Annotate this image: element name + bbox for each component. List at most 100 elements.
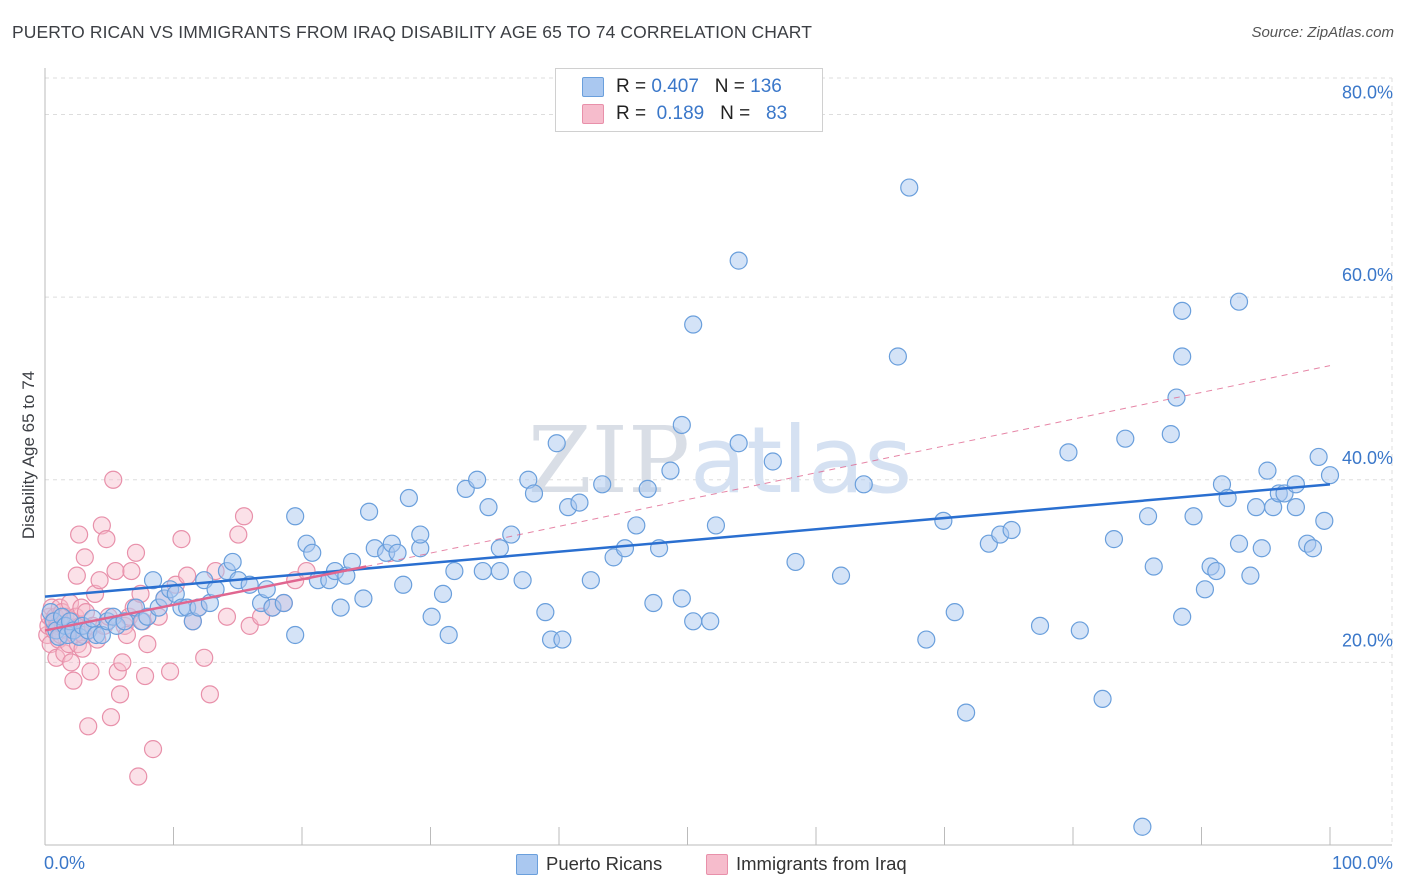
point-puerto-rican [1303,539,1323,558]
point-puerto-rican [1002,520,1021,540]
watermark-atlas: atlas [690,407,912,514]
point-iraq [129,767,148,786]
legend-swatch-blue [582,77,604,97]
correlation-legend: R = 0.407 N = 136 R = 0.189 N = 83 [555,68,823,132]
point-puerto-rican [763,452,782,471]
point-iraq [64,671,83,690]
point-puerto-rican [303,543,322,562]
point-puerto-rican [684,612,703,631]
point-puerto-rican [286,625,305,645]
point-puerto-rican [479,498,498,517]
point-puerto-rican [1315,511,1334,530]
point-puerto-rican [1184,507,1203,526]
point-iraq [178,566,197,585]
legend-swatch-pink [582,104,604,124]
point-puerto-rican [1207,561,1226,581]
x-tick-label-max: 100.0% [1332,853,1393,873]
point-iraq [104,470,123,489]
point-puerto-rican [593,475,612,494]
y-tick-label: 20.0% [1342,630,1393,650]
point-puerto-rican [615,539,635,558]
point-iraq [106,561,125,581]
point-puerto-rican [1030,616,1050,635]
point-iraq [200,685,219,704]
point-puerto-rican [1309,447,1328,467]
point-puerto-rican [1173,301,1192,320]
point-puerto-rican [684,315,703,334]
point-puerto-rican [957,703,976,722]
point-puerto-rican [286,507,305,526]
point-puerto-rican [644,593,663,613]
legend-label-iraq: Immigrants from Iraq [736,853,907,874]
point-iraq [101,708,121,727]
y-tick-label: 80.0% [1342,83,1393,103]
legend-n-label: N = [714,76,745,97]
point-puerto-rican [1246,498,1266,517]
point-puerto-rican [570,493,589,512]
point-puerto-rican [445,561,464,581]
point-iraq [75,548,94,567]
point-puerto-rican [1070,621,1089,640]
labels-layer: 20.0% 40.0% 60.0% 80.0% 0.0% 100.0% Disability… [19,83,1393,873]
legend-r-value: 0.407 [651,76,699,97]
legend-r-value: 0.189 [656,103,705,124]
legend-r-label: R = [616,76,647,97]
point-puerto-rican [513,571,532,590]
point-puerto-rican [627,516,646,535]
point-iraq [55,644,74,663]
point-iraq [90,571,109,590]
point-puerto-rican [354,589,373,608]
point-iraq [81,662,100,681]
point-puerto-rican [1133,817,1152,836]
legend-r-label: R = [616,103,647,124]
y-tick-label: 40.0% [1342,448,1393,468]
point-iraq [67,566,86,585]
point-puerto-rican [223,552,242,572]
point-puerto-rican [1286,498,1305,517]
y-axis-label: Disability Age 65 to 74 [19,371,38,539]
point-puerto-rican [439,625,458,645]
point-puerto-rican [888,347,907,366]
point-iraq [135,666,155,686]
trendline-iraq [44,565,367,632]
chart-title: PUERTO RICAN VS IMMIGRANTS FROM IRAQ DIS… [12,22,813,42]
point-iraq [108,662,127,681]
point-iraq [143,740,163,759]
point-puerto-rican [1059,443,1078,462]
trendline-puerto-ricans [44,483,1331,598]
point-puerto-rican [468,470,487,489]
point-puerto-rican [672,415,691,435]
point-puerto-rican [1320,466,1340,485]
point-puerto-rican [854,475,873,494]
y-tick-label: 60.0% [1342,265,1393,285]
point-iraq [70,525,89,544]
point-puerto-rican [1173,347,1192,366]
point-puerto-rican [1252,539,1271,558]
legend-label-puerto-ricans: Puerto Ricans [546,853,663,874]
watermark-zip: ZIP [528,407,690,514]
point-puerto-rican [490,561,509,581]
legend-swatch-pink [706,854,728,875]
point-iraq [79,717,98,736]
point-puerto-rican [661,461,680,480]
point-puerto-rican [524,484,544,503]
point-puerto-rican [1241,566,1260,585]
point-puerto-rican [1138,507,1158,526]
point-puerto-rican [831,566,851,585]
point-puerto-rican [1195,580,1215,599]
point-puerto-rican [581,571,600,590]
point-puerto-rican [701,612,720,631]
point-puerto-rican [1093,689,1112,709]
point-iraq [126,543,146,562]
point-puerto-rican [536,603,555,622]
point-iraq [92,516,111,535]
point-iraq [172,530,191,549]
point-puerto-rican [422,607,441,626]
point-iraq [195,648,214,667]
point-puerto-rican [729,251,748,270]
point-puerto-rican [553,630,572,649]
legend-n-value: 83 [766,103,788,124]
point-puerto-rican [934,511,953,530]
point-iraq [113,653,132,672]
